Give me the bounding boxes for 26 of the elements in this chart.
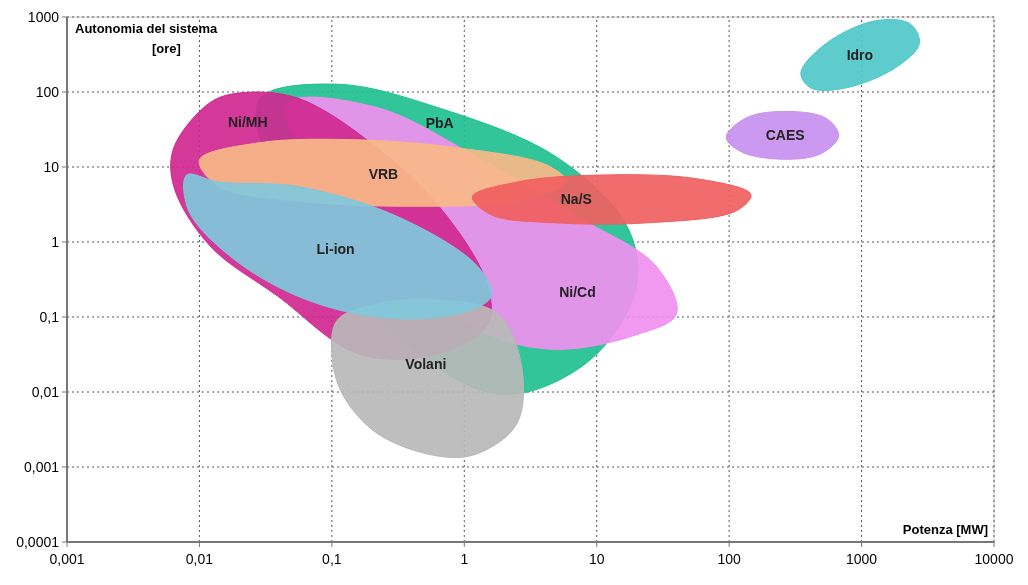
series-label: Idro [846,46,874,63]
x-tick-label: 0,01 [185,551,214,567]
x-tick-label: 0,1 [322,551,342,567]
series-label: Ni/MH [227,113,268,130]
series-label: Ni/Cd [559,283,596,300]
series-label: VRB [368,165,399,182]
x-tick-label: 1 [460,551,469,567]
y-tick-label: 0,01 [31,384,60,400]
x-axis-title: Potenza [MW] [902,522,988,537]
series-label: Li-ion [316,241,355,258]
series-label: Volani [405,355,447,372]
y-tick-label: 100 [35,84,60,100]
x-tick-label: 1000 [845,551,878,567]
series-label: PbA [425,115,454,132]
series-label: Na/S [560,191,592,208]
y-axis-title: Autonomia del sistema [ore] [75,21,219,56]
y-tick-label: 1000 [27,9,60,25]
y-tick-label: 0,1 [39,309,60,325]
x-tick-label: 10000 [974,551,1014,567]
x-tick-label: 10 [588,551,605,567]
series-label: CAES [765,127,805,144]
y-tick-label: 0,001 [23,459,60,475]
y-tick-label: 1 [51,234,60,250]
y-tick-label: 10 [43,159,60,175]
x-tick-label: 100 [717,551,742,567]
y-tick-label: 0,0001 [16,534,60,550]
